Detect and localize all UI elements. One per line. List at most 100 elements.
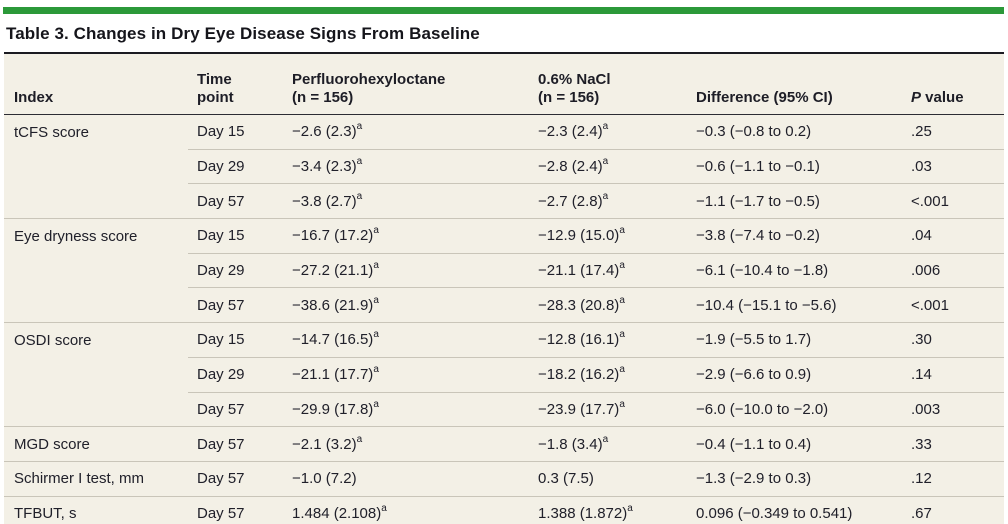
table-row: Day 57 −3.8 (2.7)a −2.7 (2.8)a −1.1 (−1.7 t… [4,183,1004,219]
difference-cell: −0.3 (−0.8 to 0.2) [696,123,812,141]
nacl-cell: −12.8 (16.1)a [529,322,687,358]
footnote-marker: a [356,156,363,168]
index-cell [4,392,188,427]
time-cell: Day 57 [188,460,283,497]
column-header: Index [4,53,188,115]
pfh-cell: −2.6 (2.3)a [292,121,363,141]
pfh-cell: −38.6 (21.9)a [283,287,529,323]
footnote-marker: a [373,329,379,341]
column-header: 0.6% NaCl (n = 156) [529,53,687,115]
footnote-marker: a [356,433,363,445]
nacl-cell: −12.9 (15.0)a [529,218,687,254]
pfh-cell: −14.7 (16.5)a [283,322,529,358]
time-cell: Day 29 [188,356,283,392]
pfh-cell: 1.484 (2.108)a [283,495,529,524]
footnote-marker: a [373,294,379,306]
index-cell [4,184,188,219]
time-cell: Day 57 [188,426,283,462]
pvalue-cell: .003 [902,391,1004,427]
footnote-marker: a [373,364,379,376]
pvalue-cell: .04 [902,218,1004,254]
nacl-cell: −2.7 (2.8)a [529,183,687,219]
difference-cell: −0.4 (−1.1 to 0.4) [687,426,902,462]
footnote-marker: a [356,121,363,133]
index-cell [4,149,188,184]
footnote-marker: a [356,190,363,202]
pvalue-cell: .03 [902,148,1004,184]
column-header: Perfluorohexyloctane (n = 156) [283,53,529,115]
footnote-marker: a [619,294,625,306]
table-row: Day 57 −29.9 (17.8)a −23.9 (17.7)a −6.0 (−1… [4,391,1004,427]
footnote-marker: a [373,260,379,272]
time-cell: Day 57 [188,183,283,219]
footnote-marker: a [619,398,625,410]
footnote-marker: a [627,502,633,514]
footnote-marker: a [602,156,609,168]
table-header: Index Time point Perfluorohexyloctane (n = 1… [4,53,1004,115]
pfh-cell: −3.8 (2.7)a [283,183,529,219]
index-cell: Schirmer I test, mm [4,460,188,497]
difference-cell: −10.4 (−15.1 to −5.6) [687,287,902,323]
pvalue-cell: .14 [902,356,1004,392]
table-row: Day 57 −38.6 (21.9)a −28.3 (20.8)a −10.4 (−… [4,287,1004,323]
pfh-cell: −3.4 (2.3)a [283,148,529,184]
nacl-cell: 0.3 (7.5) [529,460,687,497]
table-row: tCFS score Day 15 −2.6 (2.3)a −2.3 (2.4)a −0… [4,115,1004,150]
pfh-cell: −1.0 (7.2) [283,460,529,497]
dry-eye-signs-table: Index Time point Perfluorohexyloctane (n = 1… [4,52,1004,524]
pfh-cell: −21.1 (17.7)a [283,356,529,392]
index-cell: TFBUT, s [4,495,188,524]
pvalue-cell: .25 [911,123,932,141]
index-cell: MGD score [4,426,188,462]
table-row: Day 29 −3.4 (2.3)a −2.8 (2.4)a −0.6 (−1.1 t… [4,148,1004,184]
pfh-cell: −27.2 (21.1)a [283,252,529,288]
difference-cell: −1.9 (−5.5 to 1.7) [687,322,902,358]
index-cell: Eye dryness score [4,218,188,254]
pvalue-cell: <.001 [902,183,1004,219]
difference-cell: −6.1 (−10.4 to −1.8) [687,252,902,288]
nacl-cell: −21.1 (17.4)a [529,252,687,288]
pvalue-cell: .67 [902,495,1004,524]
accent-bar [3,7,1004,14]
time-cell: Day 15 [188,218,283,254]
difference-cell: −1.1 (−1.7 to −0.5) [687,183,902,219]
table-row: Day 29 −21.1 (17.7)a −18.2 (16.2)a −2.9 (−6… [4,356,1004,392]
pvalue-cell: .30 [902,322,1004,358]
nacl-cell: −28.3 (20.8)a [529,287,687,323]
table-title: Table 3. Changes in Dry Eye Disease Sign… [6,24,480,43]
table-row: TFBUT, s Day 57 1.484 (2.108)a 1.388 (1.872… [4,495,1004,524]
pvalue-cell: .33 [902,426,1004,462]
index-cell [4,357,188,392]
difference-cell: −6.0 (−10.0 to −2.0) [687,391,902,427]
difference-cell: −0.6 (−1.1 to −0.1) [687,148,902,184]
index-cell [4,253,188,288]
index-cell: OSDI score [4,322,188,358]
header-row: Index Time point Perfluorohexyloctane (n = 1… [4,53,1004,115]
pfh-cell: −29.9 (17.8)a [283,391,529,427]
nacl-cell: 1.388 (1.872)a [529,495,687,524]
time-cell: Day 57 [188,391,283,427]
pvalue-cell: <.001 [902,287,1004,323]
nacl-cell: −2.8 (2.4)a [529,148,687,184]
footnote-marker: a [619,329,625,341]
table-row: Schirmer I test, mm Day 57 −1.0 (7.2) 0.3 (… [4,460,1004,497]
footnote-marker: a [602,433,609,445]
index-cell: tCFS score [14,123,90,141]
table-row: OSDI score Day 15 −14.7 (16.5)a −12.8 (16.1… [4,322,1004,358]
table-row: Day 29 −27.2 (21.1)a −21.1 (17.4)a −6.1 (−1… [4,252,1004,288]
footnote-marker: a [373,225,379,237]
pvalue-cell: .006 [902,252,1004,288]
nacl-cell: −18.2 (16.2)a [529,356,687,392]
time-cell: Day 15 [188,322,283,358]
time-cell: Day 15 [197,123,245,141]
nacl-cell: −23.9 (17.7)a [529,391,687,427]
pfh-cell: −16.7 (17.2)a [283,218,529,254]
time-cell: Day 29 [188,252,283,288]
pvalue-cell: .12 [902,460,1004,497]
difference-cell: −3.8 (−7.4 to −0.2) [687,218,902,254]
table-row: Eye dryness score Day 15 −16.7 (17.2)a −12.… [4,218,1004,254]
time-cell: Day 57 [188,495,283,524]
footnote-marker: a [602,190,609,202]
time-cell: Day 29 [188,148,283,184]
column-header: Time point [188,53,283,115]
